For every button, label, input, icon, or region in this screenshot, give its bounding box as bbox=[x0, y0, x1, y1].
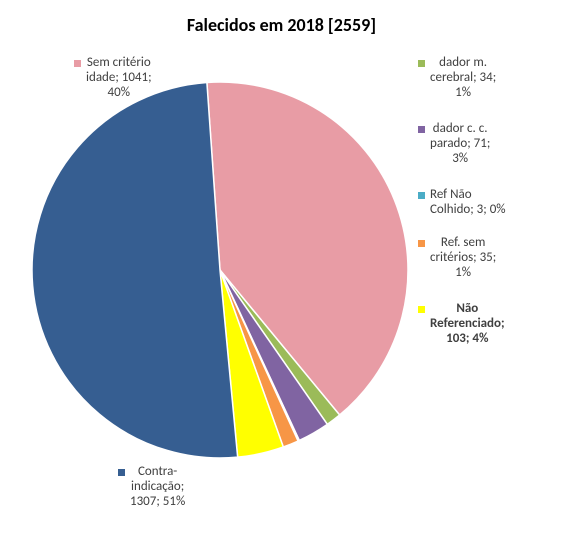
slice-label-line: cerebral; 34; bbox=[430, 71, 496, 86]
slice-label-line: 1307; 51% bbox=[130, 495, 185, 510]
pie-slice-contra_indicacao bbox=[32, 82, 238, 458]
slice-label-dador_c_c_parado: dador c. c.parado; 71;3% bbox=[430, 122, 490, 167]
slice-label-line: dador c. c. bbox=[430, 122, 490, 137]
slice-label-dador_m_cerebral: dador m.cerebral; 34;1% bbox=[430, 56, 496, 101]
slice-label-line: indicação; bbox=[130, 480, 185, 495]
legend-marker-icon bbox=[74, 60, 81, 67]
slice-label-line: Ref Não bbox=[430, 188, 506, 203]
slice-label-ref_sem_criterios: Ref. semcritérios; 35;1% bbox=[430, 236, 496, 281]
slice-label-line: Contra- bbox=[130, 465, 185, 480]
slice-label-line: Sem critério bbox=[86, 56, 152, 71]
slice-label-ref_nao_colhido: Ref NãoColhido; 3; 0% bbox=[430, 188, 506, 218]
legend-marker-icon bbox=[118, 469, 125, 476]
slice-label-line: 103; 4% bbox=[430, 332, 505, 347]
slice-label-line: 3% bbox=[430, 152, 490, 167]
slice-label-nao_referenciado: NãoReferenciado;103; 4% bbox=[430, 302, 505, 347]
slice-label-line: 1% bbox=[430, 266, 496, 281]
slice-label-line: parado; 71; bbox=[430, 137, 490, 152]
slice-label-line: critérios; 35; bbox=[430, 251, 496, 266]
slice-label-line: Não bbox=[430, 302, 505, 317]
chart-title: Falecidos em 2018 [2559] bbox=[0, 14, 563, 36]
pie-chart bbox=[30, 80, 410, 460]
slice-label-sem_criterio_idade: Sem critérioidade; 1041;40% bbox=[86, 56, 152, 101]
slice-label-line: dador m. bbox=[430, 56, 496, 71]
legend-marker-icon bbox=[418, 240, 425, 247]
slice-label-line: idade; 1041; bbox=[86, 71, 152, 86]
slice-label-contra_indicacao: Contra-indicação;1307; 51% bbox=[130, 465, 185, 510]
legend-marker-icon bbox=[418, 306, 425, 313]
slice-label-line: Colhido; 3; 0% bbox=[430, 203, 506, 218]
legend-marker-icon bbox=[418, 60, 425, 67]
slice-label-line: 40% bbox=[86, 86, 152, 101]
slice-label-line: 1% bbox=[430, 86, 496, 101]
slice-label-line: Ref. sem bbox=[430, 236, 496, 251]
slice-label-line: Referenciado; bbox=[430, 317, 505, 332]
legend-marker-icon bbox=[418, 126, 425, 133]
legend-marker-icon bbox=[418, 192, 425, 199]
